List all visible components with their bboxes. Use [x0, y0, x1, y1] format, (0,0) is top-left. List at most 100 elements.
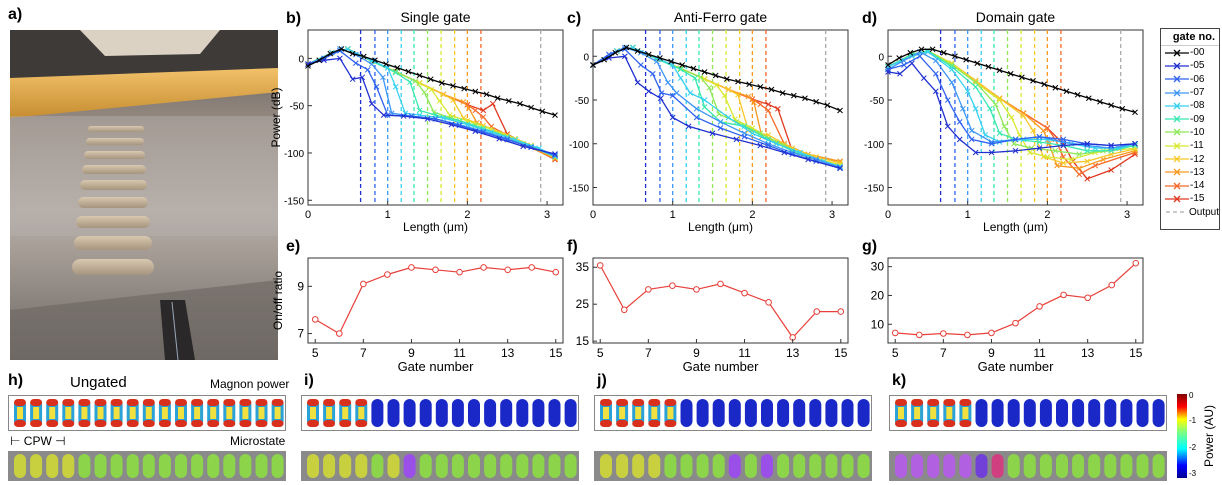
- cell-edge-top: [648, 399, 661, 406]
- data-point: [439, 80, 445, 86]
- panel-label-k: k): [892, 372, 907, 389]
- cell-body: [696, 399, 709, 427]
- data-point: [392, 83, 399, 90]
- y-tick-label: 7: [297, 327, 304, 341]
- cell-core: [667, 407, 674, 419]
- cell-body: [1136, 399, 1149, 427]
- data-point: [327, 50, 334, 57]
- data-point: [972, 149, 979, 156]
- onoff-point: [408, 264, 415, 271]
- panel-label-g: g): [862, 238, 878, 255]
- data-point: [768, 86, 775, 93]
- data-point: [924, 49, 931, 55]
- data-point: [394, 64, 401, 71]
- y-axis-label: On/off ratio: [271, 271, 285, 330]
- cell-edge-top: [110, 399, 123, 406]
- cell-body: [1088, 399, 1101, 427]
- data-point: [1052, 84, 1059, 91]
- data-point: [944, 97, 951, 103]
- onoff-point: [915, 331, 923, 339]
- magnon-cell: [744, 399, 757, 427]
- cell-edge-top: [307, 399, 319, 406]
- data-point: [757, 101, 764, 108]
- microstate-map-domain: [889, 451, 1167, 481]
- magnon-cell: [895, 399, 907, 427]
- data-point: [384, 64, 391, 71]
- legend-swatch: [1166, 211, 1186, 213]
- data-point: [352, 60, 359, 66]
- y-tick-label: 0: [878, 52, 884, 63]
- data-point: [1068, 156, 1075, 163]
- data-point: [421, 89, 428, 96]
- data-point: [464, 101, 471, 108]
- cell-edge-bottom: [307, 420, 319, 427]
- microstate-cell: [548, 454, 561, 478]
- data-point: [968, 127, 975, 134]
- microstate-cell: [451, 454, 464, 478]
- data-point: [765, 101, 772, 108]
- onoff-point: [596, 262, 604, 269]
- data-point: [972, 105, 979, 112]
- data-point: [701, 104, 708, 110]
- microstate-cell: [1039, 454, 1052, 478]
- magnon-cell: [825, 399, 838, 427]
- magnon-cell: [142, 399, 155, 427]
- data-point: [897, 70, 903, 77]
- data-point: [813, 98, 819, 105]
- cell-edge-bottom: [927, 420, 940, 427]
- legend-entry: -14: [1161, 179, 1219, 192]
- x-tick-label: 11: [738, 346, 751, 360]
- data-point: [805, 156, 812, 163]
- y-tick-label: -150: [284, 196, 304, 207]
- legend-swatch-marker: [1173, 115, 1181, 123]
- chart-onoff-domain: 5 7 9 11 13 15 10 20 30 Gate number: [871, 257, 1144, 374]
- y-tick-label: -100: [864, 140, 884, 151]
- x-tick-label: 13: [1081, 346, 1095, 360]
- cell-core: [81, 407, 88, 419]
- microstate-cell: [532, 454, 545, 478]
- legend-swatch-marker: [1173, 75, 1181, 83]
- x-tick-label: 5: [892, 346, 899, 360]
- magnon-cell: [1072, 399, 1085, 427]
- magnon-cell: [1136, 399, 1149, 427]
- y-tick-label: 30: [871, 260, 885, 274]
- magnon-cell: [14, 399, 26, 427]
- data-point: [757, 130, 764, 137]
- cell-core: [962, 407, 969, 419]
- data-point: [669, 114, 676, 121]
- cell-core: [178, 407, 184, 419]
- panel-label-j: j): [597, 372, 607, 389]
- data-point: [494, 95, 501, 101]
- cell-edge-top: [239, 399, 252, 406]
- data-point: [765, 107, 772, 114]
- data-point: [461, 85, 468, 92]
- series-line--08: [592, 46, 841, 168]
- legend-swatch-marker: [1173, 195, 1181, 203]
- data-point: [1084, 175, 1091, 182]
- legend-swatch-marker: [1173, 142, 1181, 150]
- magnon-cell: [564, 399, 577, 427]
- cell-core: [310, 407, 316, 419]
- data-point: [885, 66, 891, 73]
- cell-core: [619, 407, 626, 419]
- legend-entry: -05: [1161, 59, 1219, 72]
- cell-body: [793, 399, 806, 427]
- magnon-power-label: Magnon power: [210, 377, 290, 391]
- magnon-cell: [271, 399, 284, 427]
- data-point: [1092, 162, 1099, 169]
- data-point: [1030, 127, 1036, 134]
- data-point: [921, 75, 927, 81]
- microstate-cell: [175, 454, 187, 478]
- magnon-cell: [548, 399, 561, 427]
- magnon-cell: [728, 399, 741, 427]
- data-point: [450, 97, 456, 103]
- data-point: [505, 98, 512, 104]
- data-point: [952, 53, 958, 60]
- magnon-cell: [1104, 399, 1117, 427]
- panel-label-f: f): [567, 238, 578, 255]
- series-line--10: [592, 46, 841, 168]
- onoff-point: [741, 289, 748, 297]
- magnon-cell: [255, 399, 268, 427]
- microstate-map-antiferro: [594, 451, 872, 481]
